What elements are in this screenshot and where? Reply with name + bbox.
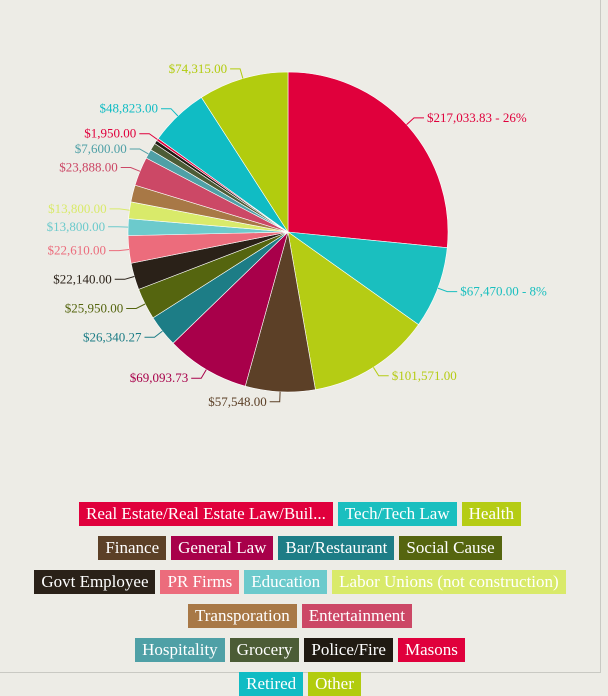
slice-label-leader xyxy=(115,277,135,280)
legend-item-tech-tech-law[interactable]: Tech/Tech Law xyxy=(338,502,457,526)
slice-label-tech-tech-law: $67,470.00 - 8% xyxy=(460,284,547,299)
slice-label-leader xyxy=(270,392,280,402)
legend-item-masons[interactable]: Masons xyxy=(398,638,465,662)
slice-label-leader xyxy=(130,149,149,154)
slice-label-finance: $57,548.00 xyxy=(208,394,267,409)
legend-item-hospitality[interactable]: Hospitality xyxy=(135,638,225,662)
slice-label-leader xyxy=(139,134,157,140)
legend: Real Estate/Real Estate Law/Buil...Tech/… xyxy=(0,502,600,696)
slice-label-leader xyxy=(407,118,424,125)
legend-item-real-estate-real-estate-law-buil[interactable]: Real Estate/Real Estate Law/Buil... xyxy=(79,502,333,526)
slice-label-leader xyxy=(109,250,129,251)
legend-item-bar-restaurant[interactable]: Bar/Restaurant xyxy=(278,536,394,560)
legend-item-transporation[interactable]: Transporation xyxy=(188,604,297,628)
slice-label-leader xyxy=(191,370,206,379)
slice-label-leader xyxy=(110,209,130,210)
slice-label-bar-restaurant: $26,340.27 xyxy=(83,329,142,344)
pie-chart: $217,033.83 - 26% $67,470.00 - 8% $101,571… xyxy=(0,0,600,490)
legend-item-entertainment[interactable]: Entertainment xyxy=(302,604,412,628)
slice-label-retired: $48,823.00 xyxy=(100,101,159,116)
slice-label-pr-firms: $22,610.00 xyxy=(48,243,107,258)
legend-item-govt-employee[interactable]: Govt Employee xyxy=(34,570,155,594)
slice-label-leader xyxy=(438,288,457,292)
slice-label-hospitality: $7,600.00 xyxy=(75,141,127,156)
legend-item-other[interactable]: Other xyxy=(308,672,361,696)
slice-label-social-cause: $25,950.00 xyxy=(65,301,124,316)
slice-label-leader xyxy=(145,331,163,337)
slice-label-education: $13,800.00 xyxy=(47,219,106,234)
slice-label-leader xyxy=(121,168,140,172)
legend-item-education[interactable]: Education xyxy=(244,570,327,594)
legend-item-social-cause[interactable]: Social Cause xyxy=(399,536,501,560)
legend-item-labor-unions-not-construction[interactable]: Labor Unions (not construction) xyxy=(332,570,566,594)
pie-slices xyxy=(128,72,448,392)
slice-label-health: $101,571.00 xyxy=(392,368,457,383)
legend-item-police-fire[interactable]: Police/Fire xyxy=(304,638,393,662)
slice-label-leader xyxy=(230,69,243,79)
slice-label-leader xyxy=(373,367,388,376)
legend-item-finance[interactable]: Finance xyxy=(98,536,166,560)
slice-label-real-estate-real-estate-law-buil: $217,033.83 - 26% xyxy=(427,110,527,125)
slice-label-govt-employee: $22,140.00 xyxy=(53,271,112,286)
slice-label-entertainment: $23,888.00 xyxy=(59,160,118,175)
legend-item-health[interactable]: Health xyxy=(462,502,521,526)
pie-slice-real-estate-real-estate-law-buil[interactable] xyxy=(288,72,448,248)
legend-item-grocery[interactable]: Grocery xyxy=(230,638,300,662)
legend-item-general-law[interactable]: General Law xyxy=(171,536,273,560)
legend-item-pr-firms[interactable]: PR Firms xyxy=(160,570,239,594)
slice-label-other: $74,315.00 xyxy=(169,61,228,76)
chart-frame: $217,033.83 - 26% $67,470.00 - 8% $101,571… xyxy=(0,0,601,673)
legend-item-retired[interactable]: Retired xyxy=(239,672,303,696)
slice-label-masons: $1,950.00 xyxy=(84,126,136,141)
slice-label-general-law: $69,093.73 xyxy=(130,370,189,385)
slice-label-labor-unions-not-construction: $13,800.00 xyxy=(48,201,107,216)
slice-label-leader xyxy=(126,304,145,309)
slice-label-leader xyxy=(161,109,178,116)
